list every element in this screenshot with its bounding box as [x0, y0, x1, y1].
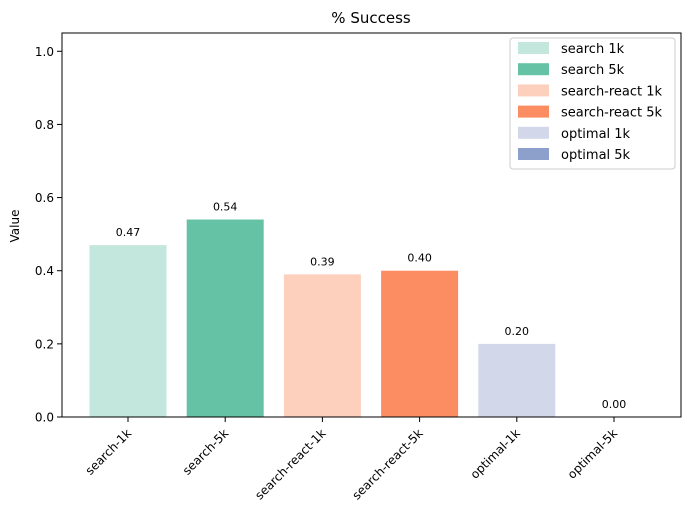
bar-optimal-1k — [478, 343, 556, 417]
y-axis-label: Value — [8, 210, 22, 243]
value-label-optimal-5k: 0.00 — [602, 398, 627, 411]
value-label-search-react-1k: 0.39 — [310, 255, 335, 268]
y-tick-label: 0.4 — [35, 264, 54, 278]
plot-frame — [61, 32, 682, 418]
y-tick-label: 0.0 — [35, 411, 54, 425]
legend-box — [509, 37, 676, 170]
legend-label: optimal 5k — [561, 148, 631, 163]
legend-label: optimal 1k — [561, 127, 631, 142]
legend-swatch — [518, 42, 549, 54]
x-tick-label-optimal-5k: optimal-5k — [565, 426, 620, 481]
legend-label: search 1k — [561, 42, 625, 57]
x-tick-label-search-react-1k: search-react-1k — [252, 426, 328, 502]
value-label-search-5k: 0.54 — [213, 201, 238, 214]
legend: search 1k search 5k search-react 1k search-… — [509, 37, 676, 170]
bar-search-5k — [186, 219, 264, 417]
y-tick-label: 0.8 — [35, 118, 54, 132]
legend-swatch — [518, 105, 549, 118]
y-axis-ticks: 0.0 0.2 0.4 0.6 0.8 1.0 — [35, 45, 62, 425]
x-tick-label-search-react-5k: search-react-5k — [349, 426, 425, 502]
value-label-search-react-5k: 0.40 — [407, 252, 432, 265]
legend-label: search-react 5k — [561, 106, 663, 121]
chart-title: % Success — [331, 9, 411, 27]
bar-search-1k — [89, 245, 167, 417]
legend-swatch — [518, 126, 549, 139]
x-tick-label-optimal-1k: optimal-1k — [468, 426, 523, 481]
value-label-search-1k: 0.47 — [116, 226, 141, 239]
x-tick-label-search-1k: search-1k — [83, 426, 134, 477]
legend-swatch — [518, 148, 549, 160]
legend-label: search-react 1k — [561, 84, 663, 99]
x-axis-ticks: search-1k search-5k search-react-1k search-… — [83, 417, 620, 502]
legend-label: search 5k — [561, 63, 625, 78]
value-label-optimal-1k: 0.20 — [505, 325, 530, 338]
bars — [89, 219, 556, 417]
value-labels: 0.47 0.54 0.39 0.40 0.20 0.00 — [116, 201, 627, 411]
legend-swatch — [518, 84, 549, 97]
y-tick-label: 0.6 — [35, 191, 54, 205]
bar-search-react-1k — [283, 274, 361, 417]
legend-swatch — [518, 63, 549, 76]
bar-search-react-5k — [381, 270, 459, 417]
y-tick-label: 1.0 — [35, 45, 54, 59]
y-tick-label: 0.2 — [35, 337, 54, 351]
x-tick-label-search-5k: search-5k — [180, 426, 231, 477]
